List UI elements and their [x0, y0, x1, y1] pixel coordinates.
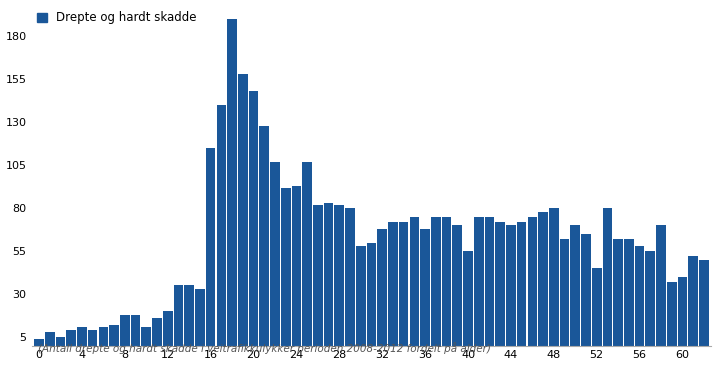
Bar — [667, 282, 677, 346]
Bar — [624, 239, 634, 346]
Bar — [303, 162, 312, 346]
Bar — [377, 229, 387, 346]
Bar — [292, 186, 301, 346]
Bar — [431, 217, 441, 346]
Bar — [474, 217, 483, 346]
Bar — [313, 205, 323, 346]
Bar — [163, 311, 173, 346]
Bar — [206, 148, 216, 346]
Bar — [184, 285, 194, 346]
Bar — [399, 222, 409, 346]
Bar — [635, 246, 645, 346]
Bar — [67, 330, 76, 346]
Bar — [366, 243, 376, 346]
Bar — [130, 315, 141, 346]
Bar — [549, 208, 559, 346]
Text: (Antall drepte og hardt skadde i veitrafikkulykker perioden 2008-2012 fordelt på: (Antall drepte og hardt skadde i veitraf… — [38, 343, 491, 354]
Legend: Drepte og hardt skadde: Drepte og hardt skadde — [37, 11, 197, 25]
Bar — [227, 19, 237, 346]
Bar — [688, 256, 698, 346]
Bar — [592, 268, 602, 346]
Bar — [141, 327, 151, 346]
Bar — [613, 239, 623, 346]
Bar — [538, 212, 548, 346]
Bar — [34, 339, 44, 346]
Bar — [217, 105, 226, 346]
Bar — [260, 126, 269, 346]
Bar — [98, 327, 108, 346]
Bar — [506, 225, 516, 346]
Bar — [581, 234, 591, 346]
Bar — [45, 332, 54, 346]
Bar — [656, 225, 666, 346]
Bar — [238, 74, 247, 346]
Bar — [560, 239, 569, 346]
Bar — [463, 251, 473, 346]
Bar — [174, 285, 184, 346]
Bar — [602, 208, 612, 346]
Bar — [485, 217, 494, 346]
Bar — [356, 246, 366, 346]
Bar — [678, 277, 688, 346]
Bar — [420, 229, 430, 346]
Bar — [517, 222, 526, 346]
Bar — [495, 222, 505, 346]
Bar — [270, 162, 280, 346]
Bar — [56, 337, 65, 346]
Bar — [345, 208, 355, 346]
Bar — [388, 222, 398, 346]
Bar — [442, 217, 452, 346]
Bar — [195, 289, 205, 346]
Bar — [335, 205, 344, 346]
Bar — [528, 217, 537, 346]
Bar — [409, 217, 419, 346]
Bar — [571, 225, 580, 346]
Bar — [699, 260, 709, 346]
Bar — [324, 203, 333, 346]
Bar — [249, 92, 258, 346]
Bar — [88, 330, 98, 346]
Bar — [281, 188, 290, 346]
Bar — [77, 327, 87, 346]
Bar — [120, 315, 130, 346]
Bar — [645, 251, 655, 346]
Bar — [152, 318, 162, 346]
Bar — [452, 225, 462, 346]
Bar — [109, 325, 119, 346]
